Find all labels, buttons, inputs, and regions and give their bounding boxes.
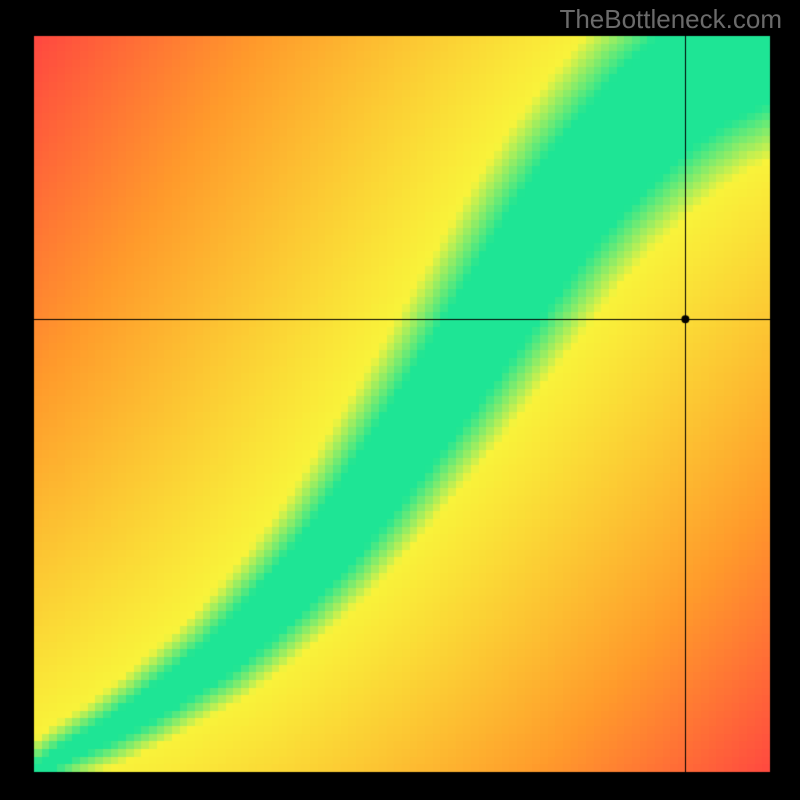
chart-container: TheBottleneck.com <box>0 0 800 800</box>
bottleneck-heatmap <box>0 0 800 800</box>
watermark-text: TheBottleneck.com <box>559 4 782 35</box>
